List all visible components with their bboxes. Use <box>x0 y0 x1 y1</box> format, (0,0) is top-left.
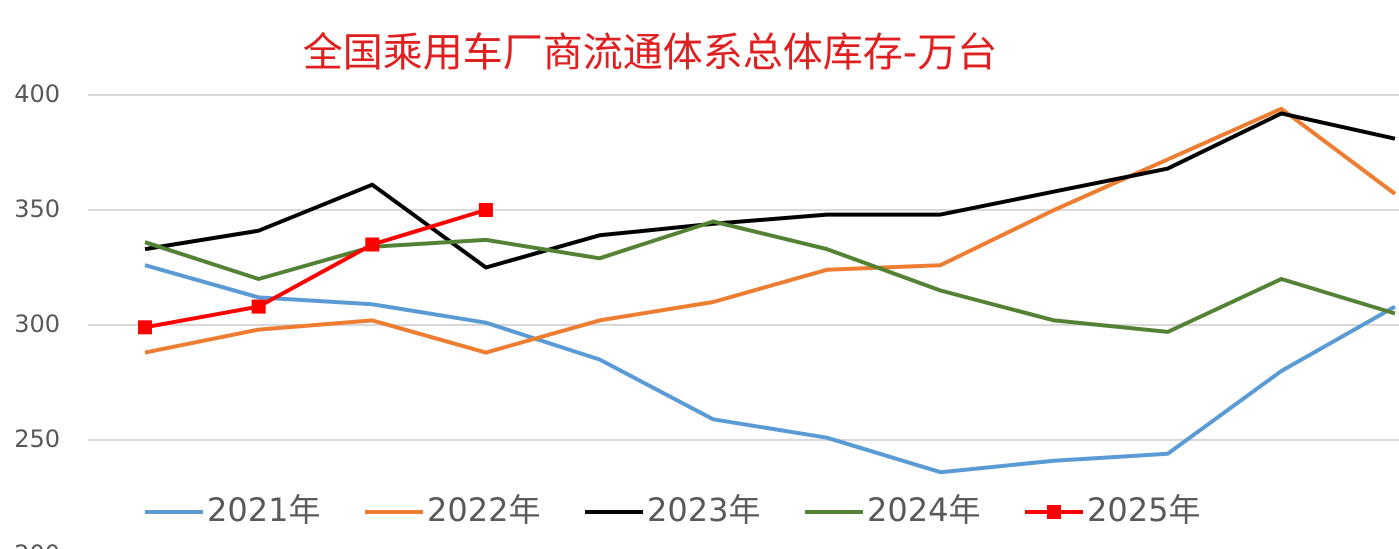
y-tick-label: 250 <box>14 425 60 453</box>
point-marker <box>365 237 380 252</box>
legend-label: 2023年 <box>647 491 760 529</box>
y-tick-label: 300 <box>14 310 60 338</box>
legend-marker <box>1047 505 1061 519</box>
legend-label: 2021年 <box>207 491 320 529</box>
point-marker <box>138 320 152 335</box>
legend-label: 2024年 <box>867 491 980 529</box>
series-line <box>144 208 487 330</box>
y-tick-label: 400 <box>14 80 60 108</box>
series-line <box>144 219 1396 334</box>
point-marker <box>251 299 266 314</box>
legend-label: 2025年 <box>1087 491 1200 529</box>
point-marker <box>478 203 493 217</box>
series-line <box>144 111 1396 270</box>
series-line <box>144 263 1396 475</box>
series-line <box>144 106 1397 355</box>
y-tick-label: 200 <box>14 540 60 549</box>
legend-label: 2022年 <box>427 491 540 529</box>
y-tick-label: 350 <box>14 195 60 223</box>
chart-title: 全国乘用车厂商流通体系总体库存-万台 <box>303 30 997 76</box>
